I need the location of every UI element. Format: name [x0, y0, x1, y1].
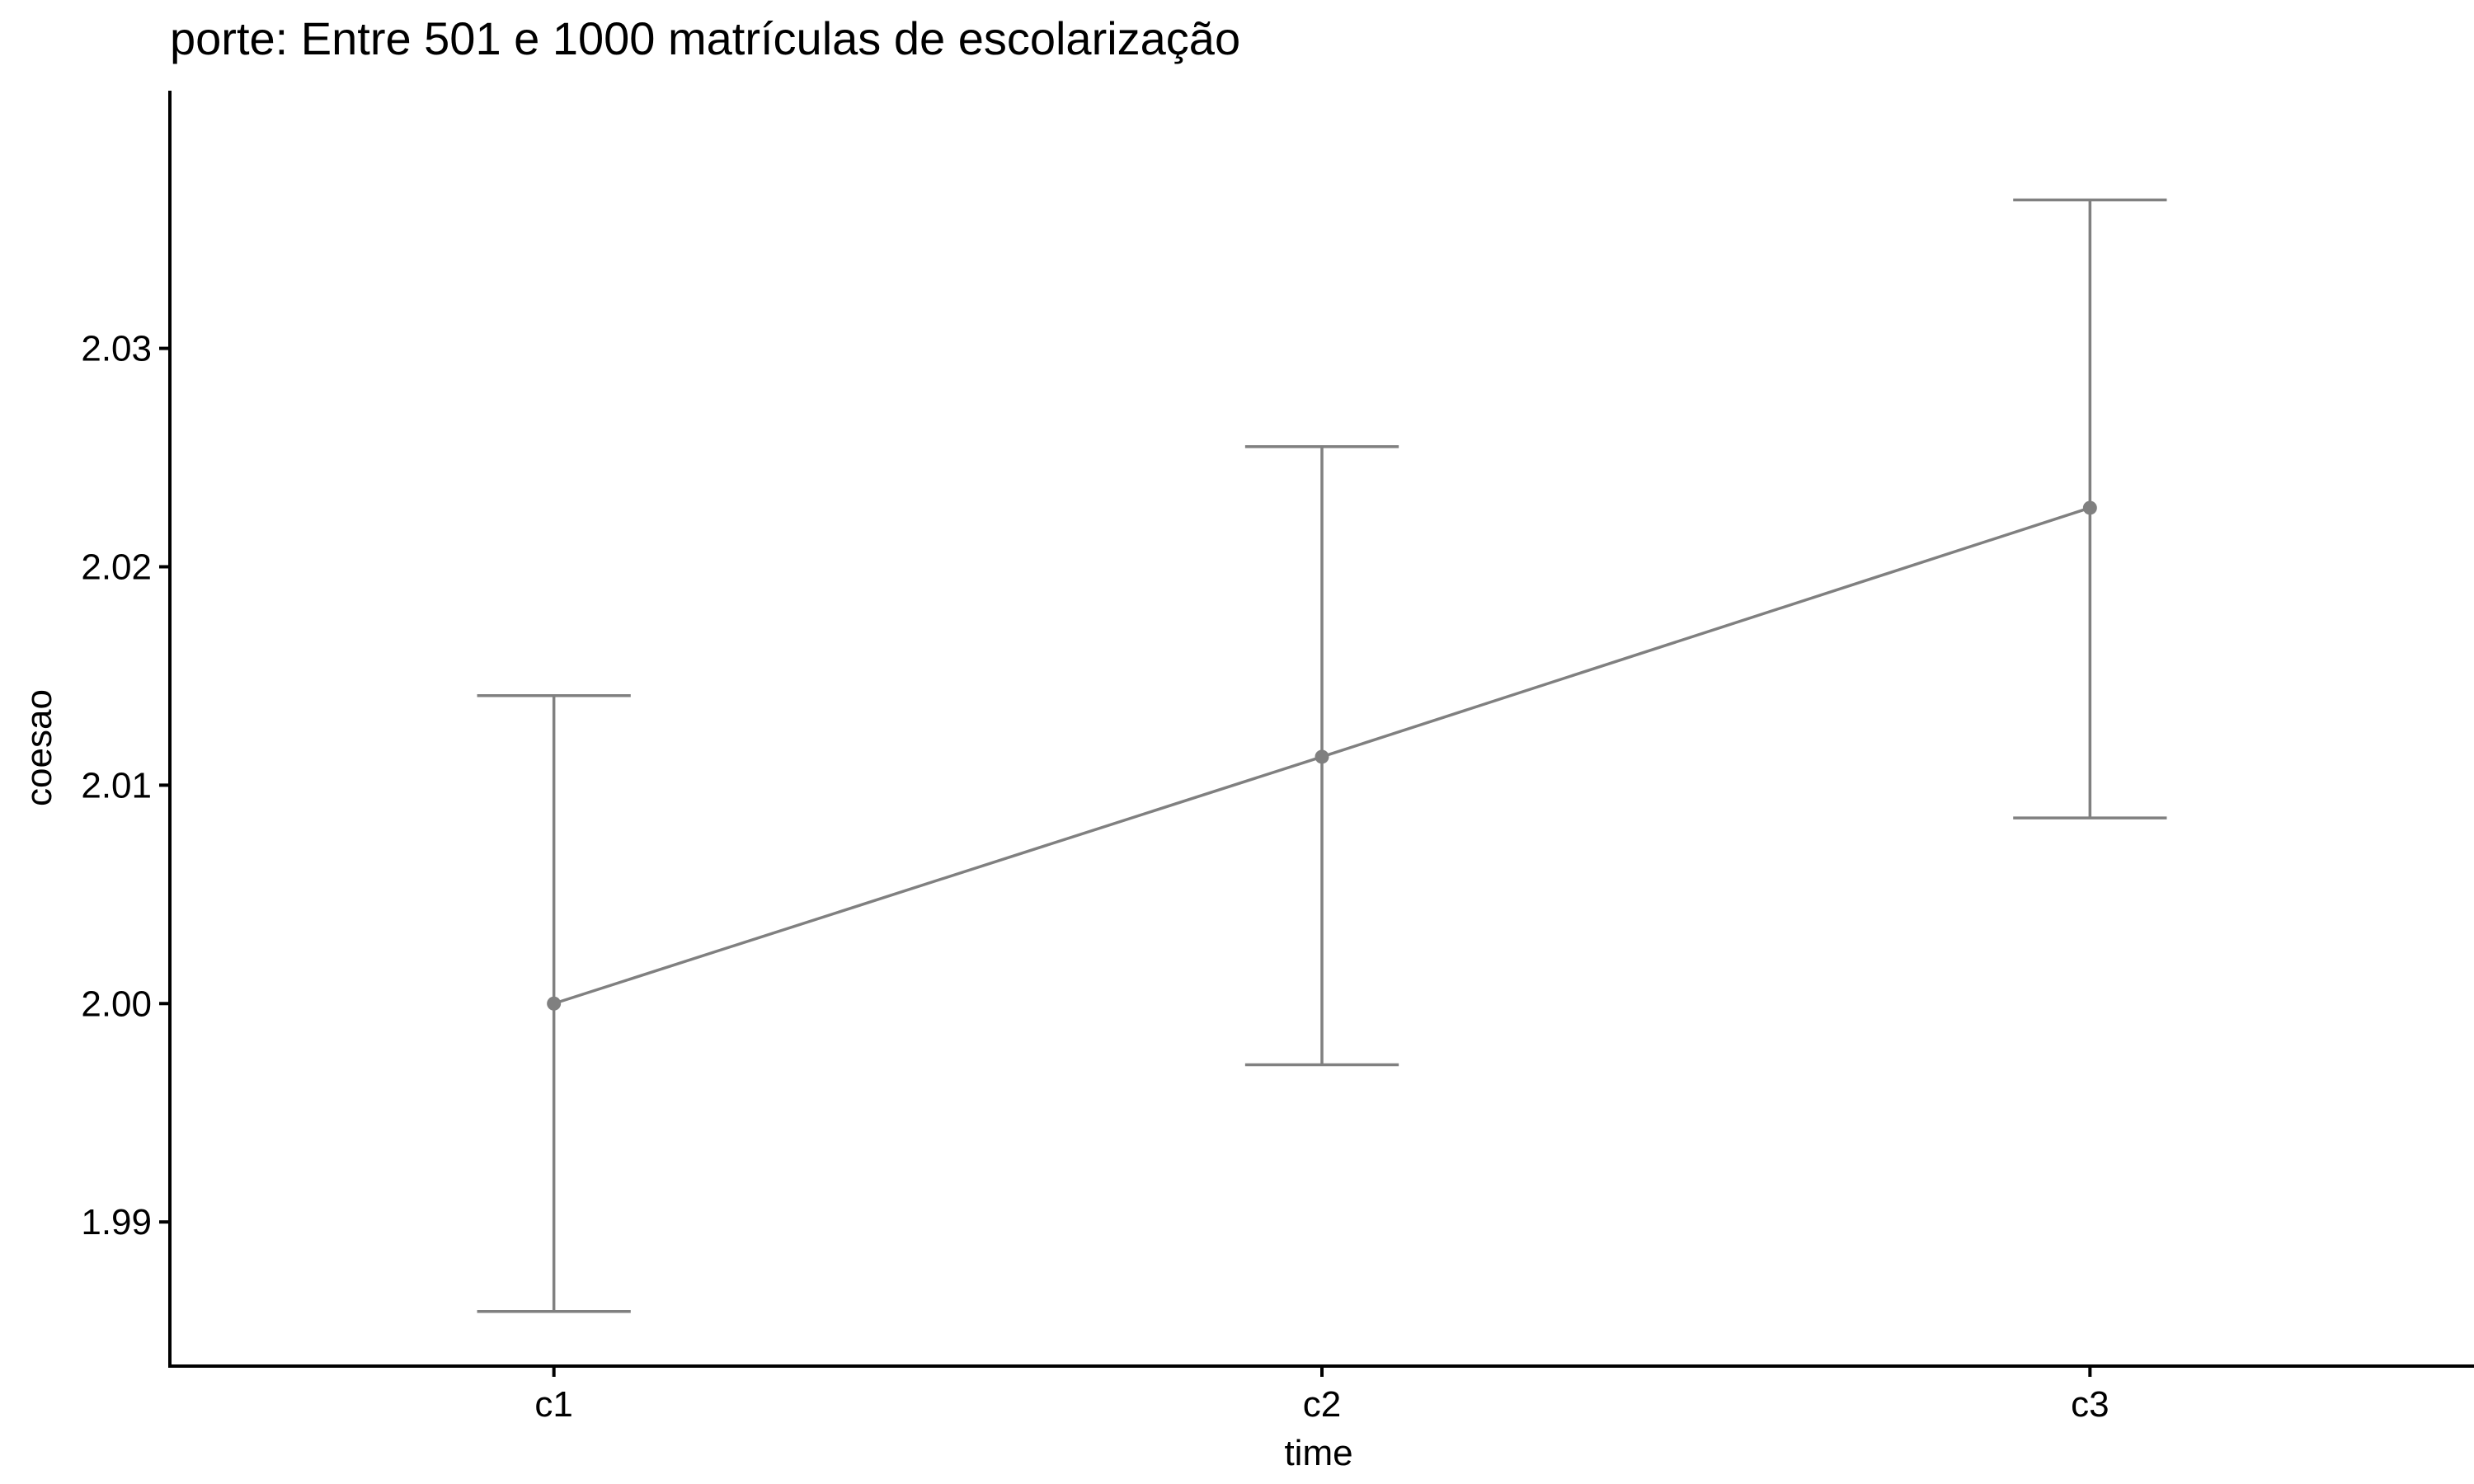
chart-title: porte: Entre 501 e 1000 matrículas de es… — [170, 12, 1240, 64]
y-tick-label: 1.99 — [81, 1202, 152, 1242]
y-axis-title: coesao — [19, 689, 59, 806]
x-tick-label: c3 — [2071, 1384, 2109, 1425]
data-point — [1315, 749, 1329, 764]
y-tick-label: 2.00 — [81, 984, 152, 1024]
data-point — [2082, 500, 2097, 515]
y-tick-label: 2.02 — [81, 547, 152, 587]
y-ticks: 1.99 2.00 2.01 2.02 2.03 — [81, 329, 170, 1242]
data-point — [547, 996, 562, 1011]
y-tick-label: 2.03 — [81, 329, 152, 369]
series-layer — [477, 198, 2167, 1313]
x-tick-label: c2 — [1303, 1384, 1341, 1425]
y-tick-label: 2.01 — [81, 765, 152, 805]
x-ticks: c1 c2 c3 — [534, 1366, 2109, 1425]
x-axis-title: time — [1284, 1433, 1352, 1473]
series — [477, 198, 2167, 1313]
x-tick-label: c1 — [534, 1384, 572, 1425]
